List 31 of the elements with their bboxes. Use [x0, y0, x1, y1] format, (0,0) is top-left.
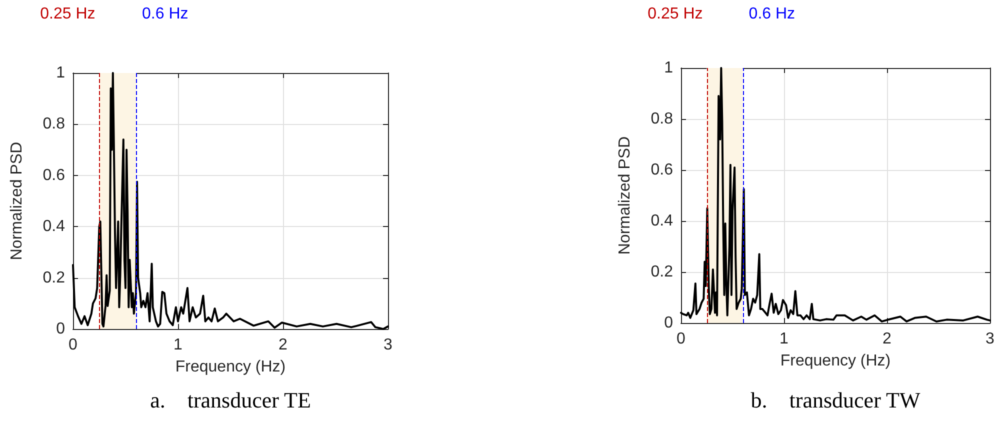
y-tick-label: 0.6: [42, 166, 66, 184]
x-tick-label: 0: [68, 336, 78, 354]
x-tick-label: 1: [174, 336, 183, 354]
x-tick-label: 3: [384, 336, 393, 354]
x-tick-label: 3: [986, 330, 995, 348]
y-tick-label: 0.2: [42, 269, 66, 286]
y-tick-label: 1: [664, 60, 674, 76]
y-axis-title: Normalized PSD: [616, 136, 634, 255]
ref-line-label: 0.6 Hz: [748, 6, 796, 22]
x-tick-label: 0: [676, 330, 686, 348]
ref-line-label: 0.25 Hz: [40, 6, 96, 22]
x-axis-title: Frequency (Hz): [175, 358, 286, 376]
y-tick-label: 0.8: [650, 110, 674, 128]
y-tick-label: 1: [56, 64, 66, 82]
ref-line-label: 0.25 Hz: [648, 6, 703, 22]
y-axis-title: Normalized PSD: [8, 142, 26, 260]
y-tick-label: 0.4: [42, 218, 66, 236]
text: a. transducer TE: [150, 388, 311, 412]
y-tick-label: 0: [664, 314, 674, 332]
y-tick-label: 0.2: [650, 264, 674, 280]
ref-line-label: 0.6 Hz: [142, 6, 188, 22]
line-series: [72, 72, 389, 330]
x-tick-label: 2: [278, 336, 288, 354]
x-tick-label: 1: [780, 330, 789, 348]
x-tick-label: 2: [882, 330, 892, 348]
text: b. transducer TW: [750, 388, 920, 412]
y-tick-label: 0.6: [650, 162, 674, 178]
line-series: [680, 67, 991, 322]
y-tick-label: 0.8: [42, 116, 66, 133]
y-tick-label: 0.4: [650, 212, 674, 230]
x-axis-title: Frequency (Hz): [780, 352, 891, 370]
